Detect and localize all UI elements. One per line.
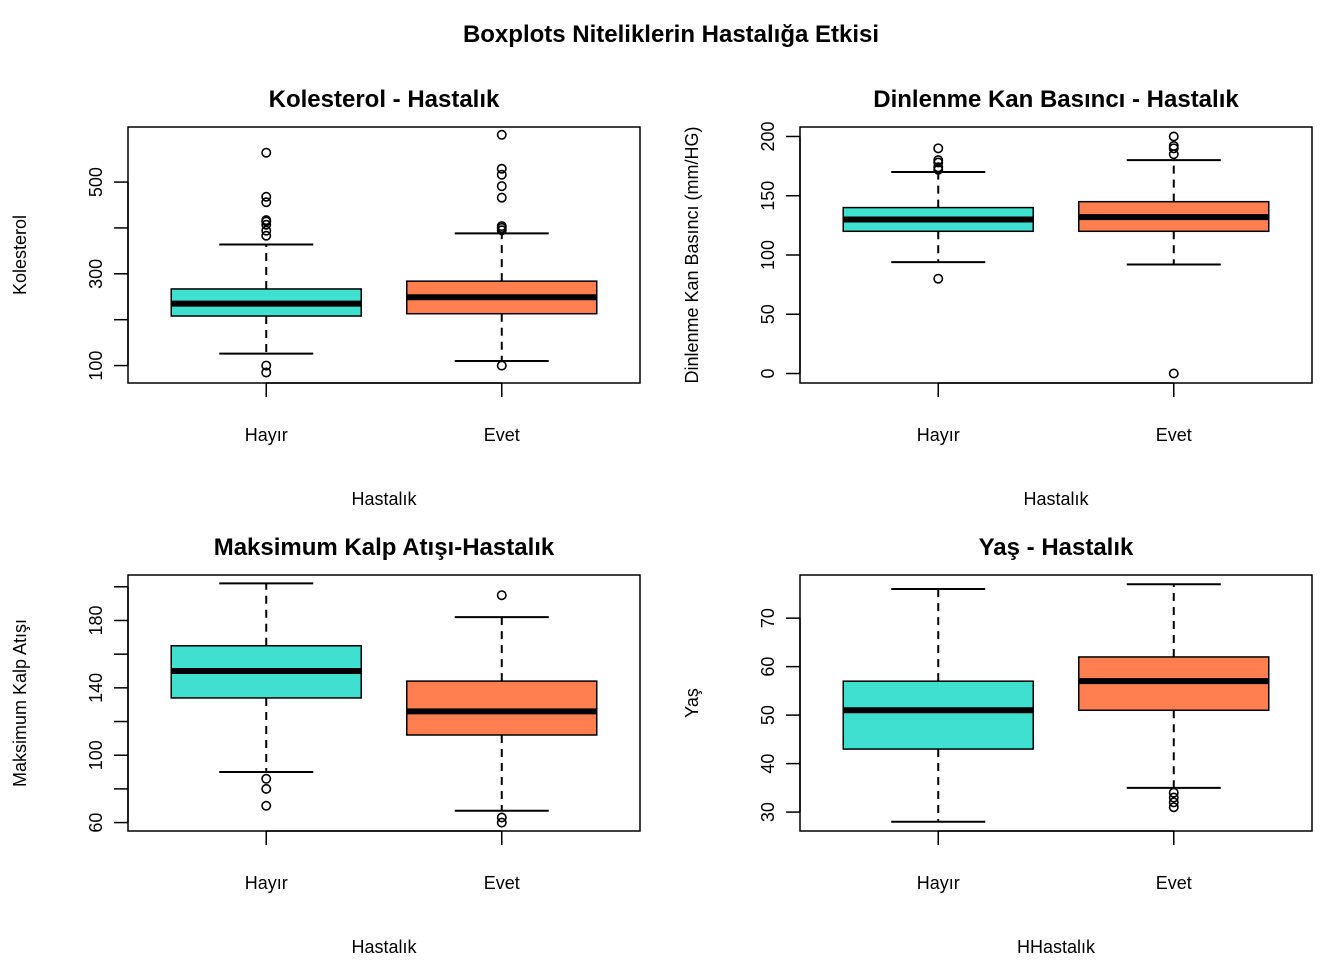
panel-kolesterol: Kolesterol - Hastalık 100 300 500 Hayır Evet H… xyxy=(10,86,641,509)
iqr-box xyxy=(406,680,598,736)
y-tick-label: 50 xyxy=(758,705,778,725)
outlier-point xyxy=(1168,368,1179,379)
x-tick-label: Evet xyxy=(484,425,520,445)
outlier-point xyxy=(496,181,507,192)
panel-yas: Yaş - Hastalık 30 40 50 60 70 Hayır Evet HHastal… xyxy=(682,534,1313,957)
x-tick-label: Hayır xyxy=(917,425,960,445)
y-axis-label: Dinlenme Kan Basıncı (mm/HG) xyxy=(682,126,702,383)
outlier-point xyxy=(261,197,272,208)
box-evet xyxy=(1078,583,1270,813)
outlier-point xyxy=(261,367,272,378)
outlier-point xyxy=(496,163,507,174)
y-tick-label: 50 xyxy=(758,304,778,324)
plot-frame xyxy=(127,126,641,384)
y-tick-label: 180 xyxy=(86,605,106,635)
y-tick-label: 40 xyxy=(758,754,778,774)
y-axis-label: Kolesterol xyxy=(10,215,30,295)
box-hayir xyxy=(842,588,1034,823)
y-tick-label: 200 xyxy=(758,121,778,151)
outlier-point xyxy=(496,129,507,140)
y-tick-label: 100 xyxy=(86,740,106,770)
y-tick-label: 150 xyxy=(758,181,778,211)
outlier-point xyxy=(496,812,507,823)
outlier-point xyxy=(1168,792,1179,803)
panel-title: Dinlenme Kan Basıncı - Hastalık xyxy=(873,86,1239,113)
box-hayir xyxy=(170,147,362,378)
outlier-point xyxy=(933,162,944,173)
x-axis-label: Hastalık xyxy=(1023,489,1089,509)
y-tick-label: 100 xyxy=(758,240,778,270)
y-axis-label: Maksimum Kalp Atışı xyxy=(10,619,30,787)
panel-title: Yaş - Hastalık xyxy=(979,534,1134,561)
outlier-point xyxy=(496,590,507,601)
outlier-point xyxy=(261,783,272,794)
x-axis-label: Hastalık xyxy=(351,937,417,957)
box-evet xyxy=(1078,131,1270,379)
box-evet xyxy=(406,590,598,828)
outlier-point xyxy=(1168,787,1179,798)
outlier-point xyxy=(261,230,272,241)
outlier-point xyxy=(1168,131,1179,142)
panel-dinlenme-kan-basinci: Dinlenme Kan Basıncı - Hastalık 0 50 100 150… xyxy=(682,86,1313,509)
outlier-point xyxy=(261,360,272,371)
panel-title: Kolesterol - Hastalık xyxy=(269,86,500,113)
y-tick-label: 140 xyxy=(86,673,106,703)
x-tick-label: Hayır xyxy=(245,425,288,445)
panel-maksimum-kalp-atisi: Maksimum Kalp Atışı-Hastalık 60 100 140 180 H… xyxy=(10,534,641,957)
y-tick-label: 0 xyxy=(758,369,778,379)
y-axis-label: Yaş xyxy=(682,688,702,718)
outlier-point xyxy=(933,143,944,154)
y-tick-label: 500 xyxy=(86,167,106,197)
plot-frame xyxy=(799,126,1313,384)
outlier-point xyxy=(261,219,272,230)
x-tick-label: Evet xyxy=(1156,425,1192,445)
x-tick-label: Hayır xyxy=(917,873,960,893)
box-evet xyxy=(406,129,598,371)
outlier-point xyxy=(261,147,272,158)
outlier-point xyxy=(261,191,272,202)
outlier-point xyxy=(933,273,944,284)
outlier-point xyxy=(496,360,507,371)
x-tick-label: Hayır xyxy=(245,873,288,893)
x-axis-label: Hastalık xyxy=(351,489,417,509)
box-hayir xyxy=(170,582,362,811)
outlier-point xyxy=(261,800,272,811)
outlier-point xyxy=(1168,802,1179,813)
box-hayir xyxy=(842,143,1034,284)
y-tick-label: 60 xyxy=(86,813,106,833)
iqr-box xyxy=(842,680,1034,750)
outlier-point xyxy=(496,817,507,828)
panel-title: Maksimum Kalp Atışı-Hastalık xyxy=(214,534,555,561)
outlier-point xyxy=(933,155,944,166)
x-axis-label: HHastalık xyxy=(1017,937,1096,957)
outlier-point xyxy=(496,221,507,232)
outlier-point xyxy=(1168,140,1179,151)
figure-title: Boxplots Niteliklerin Hastalığa Etkisi xyxy=(463,21,879,48)
outlier-point xyxy=(1168,797,1179,808)
x-tick-label: Evet xyxy=(1156,873,1192,893)
outlier-point xyxy=(261,773,272,784)
y-tick-label: 70 xyxy=(758,608,778,628)
y-tick-label: 300 xyxy=(86,259,106,289)
y-tick-label: 100 xyxy=(86,351,106,381)
outlier-point xyxy=(261,215,272,226)
outlier-point xyxy=(496,169,507,180)
y-tick-label: 60 xyxy=(758,657,778,677)
y-tick-label: 30 xyxy=(758,802,778,822)
outlier-point xyxy=(496,192,507,203)
x-tick-label: Evet xyxy=(484,873,520,893)
